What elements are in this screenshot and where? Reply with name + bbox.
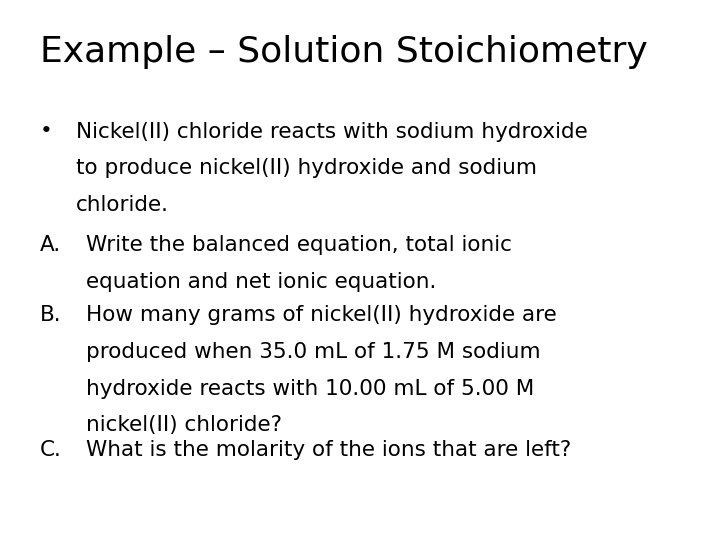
- Text: C.: C.: [40, 440, 61, 460]
- Text: What is the molarity of the ions that are left?: What is the molarity of the ions that ar…: [86, 440, 572, 460]
- Text: •: •: [40, 122, 53, 141]
- Text: Nickel(II) chloride reacts with sodium hydroxide: Nickel(II) chloride reacts with sodium h…: [76, 122, 588, 141]
- Text: equation and net ionic equation.: equation and net ionic equation.: [86, 272, 437, 292]
- Text: to produce nickel(II) hydroxide and sodium: to produce nickel(II) hydroxide and sodi…: [76, 158, 536, 178]
- Text: Write the balanced equation, total ionic: Write the balanced equation, total ionic: [86, 235, 512, 255]
- Text: chloride.: chloride.: [76, 195, 168, 215]
- Text: nickel(II) chloride?: nickel(II) chloride?: [86, 415, 282, 435]
- Text: produced when 35.0 mL of 1.75 M sodium: produced when 35.0 mL of 1.75 M sodium: [86, 342, 541, 362]
- Text: Example – Solution Stoichiometry: Example – Solution Stoichiometry: [40, 35, 647, 69]
- Text: hydroxide reacts with 10.00 mL of 5.00 M: hydroxide reacts with 10.00 mL of 5.00 M: [86, 379, 535, 399]
- Text: A.: A.: [40, 235, 61, 255]
- Text: How many grams of nickel(II) hydroxide are: How many grams of nickel(II) hydroxide a…: [86, 305, 557, 325]
- Text: B.: B.: [40, 305, 61, 325]
